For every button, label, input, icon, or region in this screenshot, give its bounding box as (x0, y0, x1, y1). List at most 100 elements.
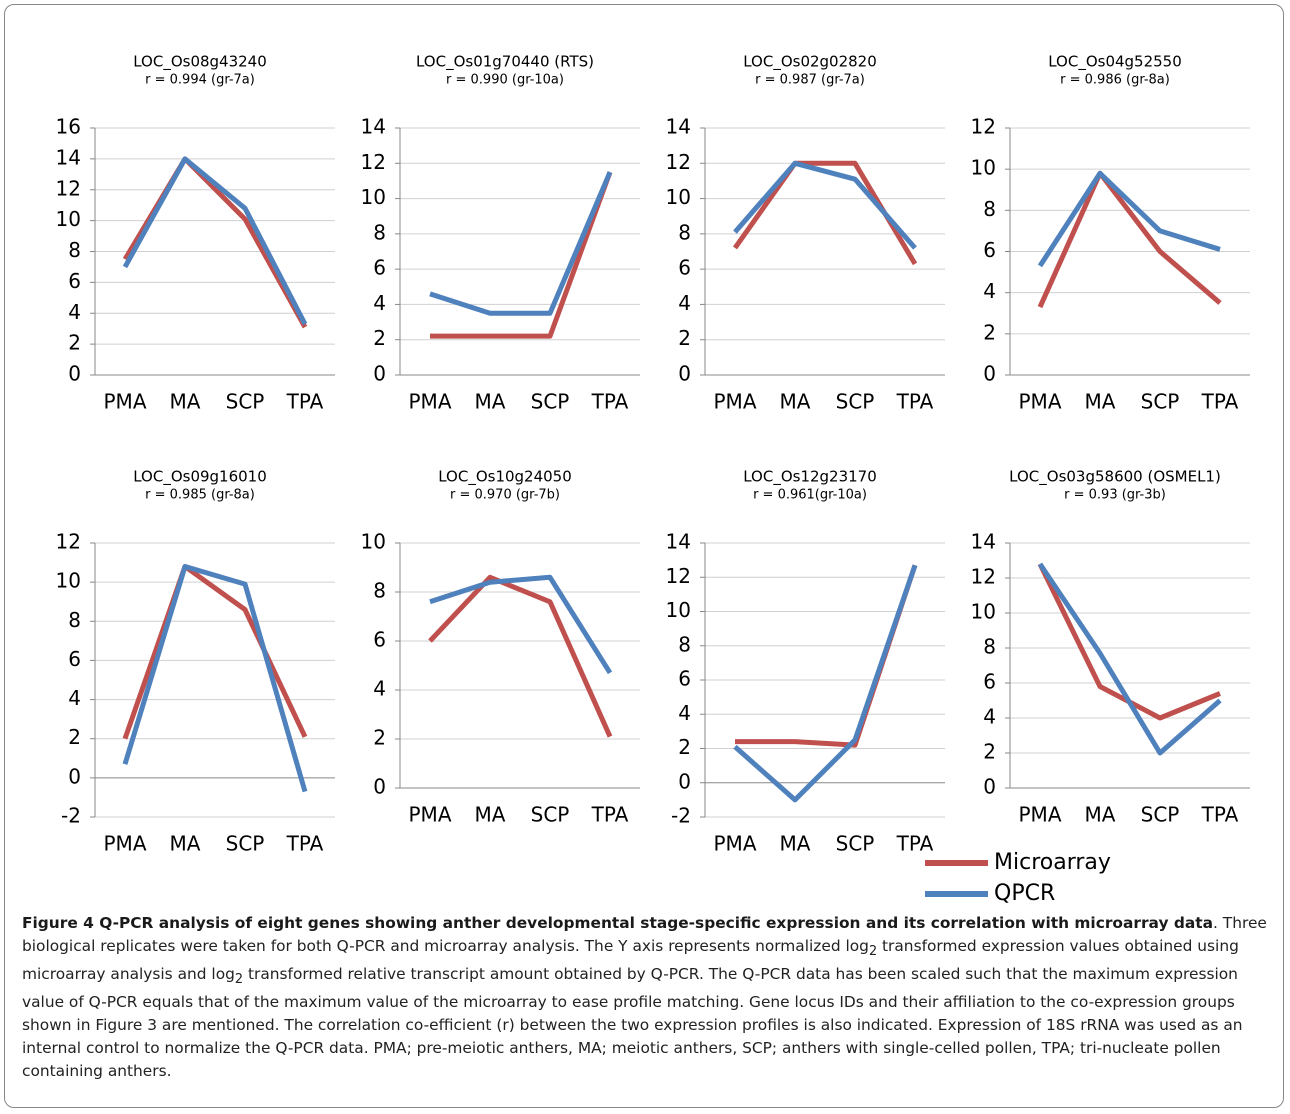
y-tick-label: 2 (678, 326, 691, 350)
line-series (1037, 170, 1222, 309)
y-tick-label: 6 (68, 269, 81, 293)
chart-title: LOC_Os08g43240 (133, 53, 267, 72)
y-tick-label: 2 (68, 331, 81, 355)
y-tick-label: 4 (678, 291, 691, 315)
chart-subtitle: r = 0.985 (gr-8a) (145, 488, 255, 503)
y-tick-label: 2 (373, 326, 386, 350)
x-tick-label: SCP (836, 832, 875, 856)
chart-subtitle: r = 0.990 (gr-10a) (446, 73, 564, 88)
legend-label: QPCR (994, 881, 1055, 905)
x-tick-label: TPA (286, 390, 324, 414)
y-tick-label: 2 (68, 725, 81, 749)
y-tick-label: 6 (373, 256, 386, 280)
chart-title: LOC_Os01g70440 (RTS) (416, 53, 594, 72)
chart-title: LOC_Os12g23170 (743, 468, 877, 487)
x-tick-label: TPA (896, 832, 934, 856)
line-series (1037, 562, 1222, 756)
x-tick-label: TPA (591, 803, 629, 827)
y-tick-label: 12 (56, 176, 81, 200)
line-series (122, 563, 308, 793)
x-tick-label: SCP (226, 390, 265, 414)
y-tick-label: 0 (678, 769, 691, 793)
y-tick-label: 0 (68, 764, 81, 788)
chart-subtitle: r = 0.986 (gr-8a) (1060, 73, 1170, 88)
y-tick-label: 4 (68, 686, 81, 710)
y-tick-label: 14 (56, 145, 81, 169)
y-tick-label: 8 (678, 220, 691, 244)
x-tick-label: PMA (714, 390, 757, 414)
y-tick-label: 12 (56, 530, 81, 554)
caption-text: . Three biological replicates were taken… (22, 914, 1267, 955)
y-tick-label: 10 (56, 207, 81, 231)
y-tick-label: 14 (666, 115, 691, 139)
x-tick-label: MA (170, 390, 201, 414)
y-tick-label: 12 (971, 565, 996, 589)
x-tick-label: PMA (714, 832, 757, 856)
chart-title: LOC_Os09g16010 (133, 468, 267, 487)
y-tick-label: 0 (678, 362, 691, 386)
caption-text: transformed relative transcript amount o… (22, 965, 1243, 1081)
y-tick-label: 0 (983, 775, 996, 799)
y-tick-label: 8 (373, 220, 386, 244)
y-tick-label: 2 (373, 726, 386, 750)
y-tick-label: 0 (373, 775, 386, 799)
y-tick-label: 4 (68, 300, 81, 324)
x-tick-label: MA (475, 390, 506, 414)
chart-title: LOC_Os02g02820 (743, 53, 877, 72)
x-tick-label: PMA (1019, 803, 1062, 827)
y-tick-label: 12 (971, 115, 996, 139)
y-tick-label: 4 (678, 701, 691, 725)
line-series (735, 564, 918, 748)
y-tick-label: 2 (678, 735, 691, 759)
legend-label: Microarray (994, 850, 1111, 875)
y-tick-label: 12 (666, 150, 691, 174)
y-tick-label: 6 (68, 647, 81, 671)
y-tick-label: 0 (68, 362, 81, 386)
x-tick-label: TPA (896, 390, 934, 414)
x-tick-label: MA (475, 803, 506, 827)
x-tick-label: SCP (226, 832, 265, 856)
line-series (429, 574, 613, 675)
y-tick-label: 10 (666, 598, 691, 622)
line-series (430, 171, 613, 339)
line-series (122, 156, 308, 326)
line-series (122, 563, 308, 740)
y-tick-label: 6 (678, 256, 691, 280)
y-tick-label: -2 (671, 804, 691, 828)
y-tick-label: 2 (983, 740, 996, 764)
x-tick-label: SCP (531, 803, 570, 827)
line-series (1037, 170, 1221, 268)
subscript: 2 (234, 972, 244, 988)
y-tick-label: 4 (373, 677, 386, 701)
caption-text: transformed expression values obtained u… (22, 937, 1239, 984)
chart-subtitle: r = 0.93 (gr-3b) (1064, 488, 1166, 503)
y-tick-label: 0 (373, 362, 386, 386)
line-series (733, 160, 917, 250)
y-tick-label: 4 (373, 291, 386, 315)
x-tick-label: MA (1085, 803, 1116, 827)
subscript: 2 (868, 944, 878, 960)
y-tick-label: -2 (61, 804, 81, 828)
x-tick-label: TPA (591, 390, 629, 414)
y-tick-label: 4 (983, 705, 996, 729)
y-tick-label: 12 (666, 564, 691, 588)
x-tick-label: TPA (1201, 390, 1239, 414)
x-tick-label: PMA (104, 832, 147, 856)
y-tick-label: 8 (373, 579, 386, 603)
x-tick-label: MA (780, 832, 811, 856)
line-series (428, 574, 613, 738)
x-tick-label: SCP (1141, 390, 1180, 414)
y-tick-label: 12 (361, 150, 386, 174)
line-series (733, 564, 918, 803)
x-tick-label: PMA (409, 803, 452, 827)
x-tick-label: PMA (104, 390, 147, 414)
y-tick-label: 6 (373, 628, 386, 652)
y-tick-label: 4 (983, 279, 996, 303)
y-tick-label: 10 (361, 185, 386, 209)
x-tick-label: MA (780, 390, 811, 414)
y-tick-label: 10 (971, 156, 996, 180)
y-tick-label: 10 (361, 530, 386, 554)
y-tick-label: 6 (983, 670, 996, 694)
y-tick-label: 14 (361, 115, 386, 139)
